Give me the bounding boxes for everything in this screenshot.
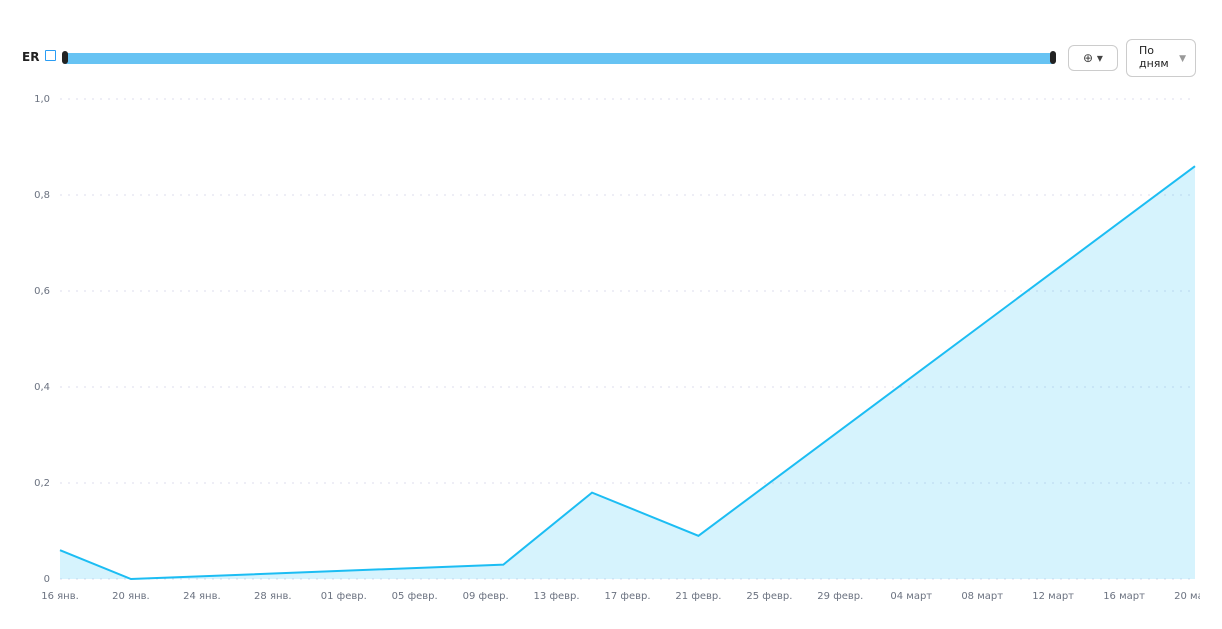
x-tick-label: 20 март [1174,591,1216,602]
y-tick-label: 0,8 [34,190,50,201]
x-tick-label: 05 февр. [392,591,438,602]
x-tick-label: 25 февр. [746,591,792,602]
y-tick-label: 1,0 [34,94,50,105]
slider-handle[interactable] [1050,51,1056,64]
period-select-label: По дням [1139,44,1169,70]
x-tick-label: 09 февр. [463,591,509,602]
x-tick-label: 13 февр. [534,591,580,602]
metric-label: ER [22,50,40,64]
external-link[interactable] [45,50,56,61]
download-button[interactable]: ⊕ ▾ [1068,45,1118,71]
range-slider[interactable] [62,51,1056,64]
x-tick-label: 08 март [961,591,1003,602]
x-tick-label: 16 март [1103,591,1145,602]
x-tick-label: 04 март [890,591,932,602]
period-select[interactable]: По дням ▼ [1126,39,1196,77]
slider-handle[interactable] [62,51,68,64]
area-fill [60,166,1195,579]
x-tick-label: 17 февр. [604,591,650,602]
x-tick-label: 28 янв. [254,591,292,602]
x-tick-label: 20 янв. [112,591,150,602]
y-tick-label: 0,4 [34,382,50,393]
plot: 0 0,2 0,4 0,6 0,8 1,0 16 янв. 20 янв. 24 янв. 28 … [34,94,1216,602]
line [59,165,1196,581]
y-tick-label: 0 [44,574,50,585]
x-tick-label: 24 янв. [183,591,221,602]
x-tick-label: 16 янв. [41,591,79,602]
x-tick-label: 01 февр. [321,591,367,602]
x-tick-label: 29 февр. [817,591,863,602]
x-tick-label: 21 февр. [675,591,721,602]
y-tick-label: 0,6 [34,286,50,297]
y-tick-label: 0,2 [34,478,50,489]
x-tick-label: 12 март [1032,591,1074,602]
